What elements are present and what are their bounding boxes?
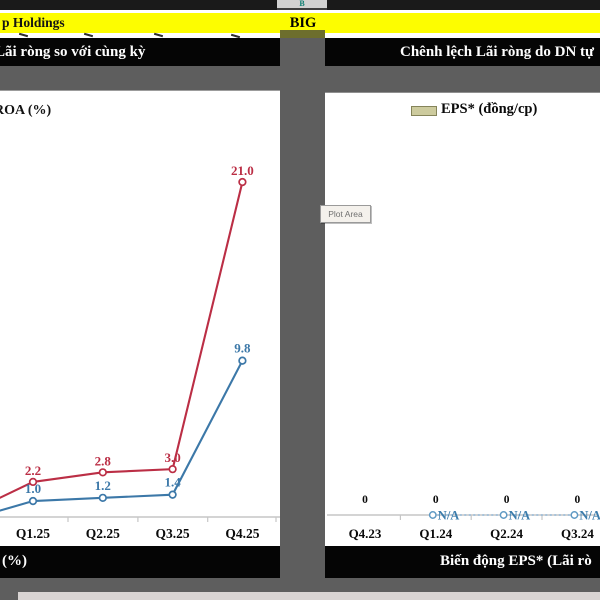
x-axis-label: Q1.24 (419, 526, 452, 541)
na-label: N/A (509, 509, 531, 523)
data-point (238, 356, 247, 365)
x-axis-label: Q4.23 (349, 526, 382, 541)
data-line (0, 360, 244, 512)
data-point-label: 1.4 (164, 475, 181, 490)
bar-value-label: 0 (504, 494, 510, 506)
left-section-header-label: Lãi ròng so với cùng kỳ (0, 44, 146, 60)
text-remnant (83, 32, 94, 38)
na-marker (570, 511, 579, 519)
x-axis-label: Q1.25 (16, 526, 50, 541)
data-point-label: 1.0 (25, 481, 41, 496)
data-point (28, 496, 38, 506)
left-chart-legend[interactable]: ROA (%) (0, 103, 52, 118)
legend-label: EPS* (đồng/cp) (441, 101, 538, 117)
plot-area-tooltip: Plot Area (320, 205, 371, 223)
x-axis-label: Q2.24 (490, 526, 523, 541)
right-chart[interactable]: 0 0 0 0 N/A N/A N/A Q4.23 Q1.24 Q2.24 Q3.24 (325, 93, 600, 547)
data-point (168, 490, 177, 499)
title-row[interactable]: p Holdings BIG (0, 13, 600, 33)
text-remnant (18, 32, 29, 38)
data-point-label: 3.0 (164, 450, 180, 465)
right-footer-bar[interactable]: Biến động EPS* (Lãi rò (325, 546, 600, 578)
spreadsheet-top-row: B (0, 0, 600, 10)
column-header-b[interactable]: B (277, 0, 327, 10)
row-divider (0, 10, 600, 13)
right-chart-panel[interactable]: 0 0 0 0 N/A N/A N/A Q4.23 Q1.24 Q2.24 Q3.24 EPS* (… (325, 92, 600, 547)
x-axis-label: Q2.25 (86, 526, 120, 541)
data-point-label: 1.2 (95, 478, 111, 493)
right-chart-legend[interactable]: EPS* (đồng/cp) (411, 101, 537, 118)
data-point (238, 177, 247, 187)
column-gap-overlay (280, 30, 325, 38)
legend-swatch-icon (411, 106, 437, 116)
data-point-label: 9.8 (234, 341, 251, 356)
text-remnant (153, 32, 164, 38)
left-section-header[interactable]: Lãi ròng so với cùng kỳ (0, 38, 280, 66)
right-footer-label: Biến động EPS* (Lãi rò (440, 553, 592, 569)
ticker-cell: BIG (289, 15, 317, 31)
data-point-label: 2.8 (95, 453, 112, 468)
bar-value-label: 0 (575, 494, 581, 506)
company-name: p Holdings (2, 15, 65, 30)
bottom-row (18, 592, 600, 600)
right-section-header[interactable]: Chênh lệch Lãi ròng do DN tự (325, 38, 600, 66)
x-axis-label: Q3.24 (561, 526, 594, 541)
data-point (98, 468, 107, 477)
na-label: N/A (438, 509, 460, 523)
na-marker (499, 511, 508, 519)
x-axis-label: Q3.25 (156, 526, 190, 541)
bar-value-label: 0 (433, 494, 439, 506)
data-point-label: 21.0 (231, 163, 254, 178)
right-section-header-label: Chênh lệch Lãi ròng do DN tự (400, 44, 595, 60)
data-point (168, 465, 177, 474)
data-point (28, 477, 38, 487)
bar-value-label: 0 (362, 494, 368, 506)
data-point-label: 2.2 (25, 463, 41, 478)
data-point (98, 493, 107, 503)
left-footer-bar[interactable]: (%) (0, 546, 280, 578)
left-chart-panel[interactable]: 2.2 2.8 3.0 21.0 1.0 1.2 1.4 9.8 Q1.25 Q2.25 Q3.25… (0, 90, 280, 547)
na-label: N/A (579, 509, 600, 523)
left-chart[interactable]: 2.2 2.8 3.0 21.0 1.0 1.2 1.4 9.8 Q1.25 Q2.25 Q3.25… (0, 91, 280, 547)
na-marker (428, 511, 437, 519)
left-footer-label: (%) (2, 553, 27, 569)
x-axis-label: Q4.25 (225, 526, 259, 541)
